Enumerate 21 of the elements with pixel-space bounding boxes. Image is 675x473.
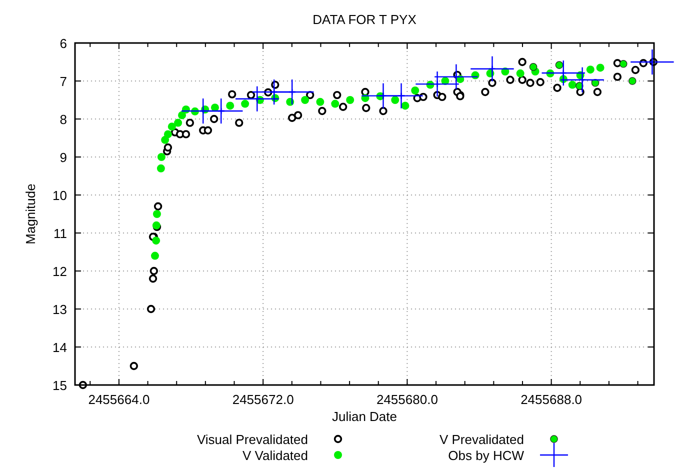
y-tick-label: 7 bbox=[60, 74, 67, 89]
y-tick-label: 12 bbox=[52, 264, 67, 279]
x-tick-label: 2455680.0 bbox=[376, 392, 438, 407]
legend-label: V Prevalidated bbox=[439, 432, 524, 447]
y-tick-label: 14 bbox=[52, 340, 67, 355]
y-tick-label: 11 bbox=[54, 226, 67, 241]
x-tick-label: 2455664.0 bbox=[88, 392, 150, 407]
y-tick-label: 15 bbox=[52, 378, 67, 393]
legend-label: Visual Prevalidated bbox=[196, 432, 308, 447]
x-tick-label: 2455672.0 bbox=[232, 392, 294, 407]
x-tick-label: 2455688.0 bbox=[520, 392, 582, 407]
y-axis-title: Magnitude bbox=[23, 184, 38, 244]
legend-label: Obs by HCW bbox=[448, 448, 525, 463]
y-tick-label: 8 bbox=[60, 112, 67, 127]
y-tick-label: 6 bbox=[60, 36, 67, 51]
y-tick-label: 9 bbox=[60, 150, 67, 165]
y-tick-label: 10 bbox=[52, 188, 67, 203]
y-tick-label: 13 bbox=[52, 302, 67, 317]
legend-label: V Validated bbox=[242, 448, 308, 463]
chart-title: DATA FOR T PYX bbox=[312, 12, 417, 27]
x-axis-title: Julian Date bbox=[332, 409, 398, 424]
